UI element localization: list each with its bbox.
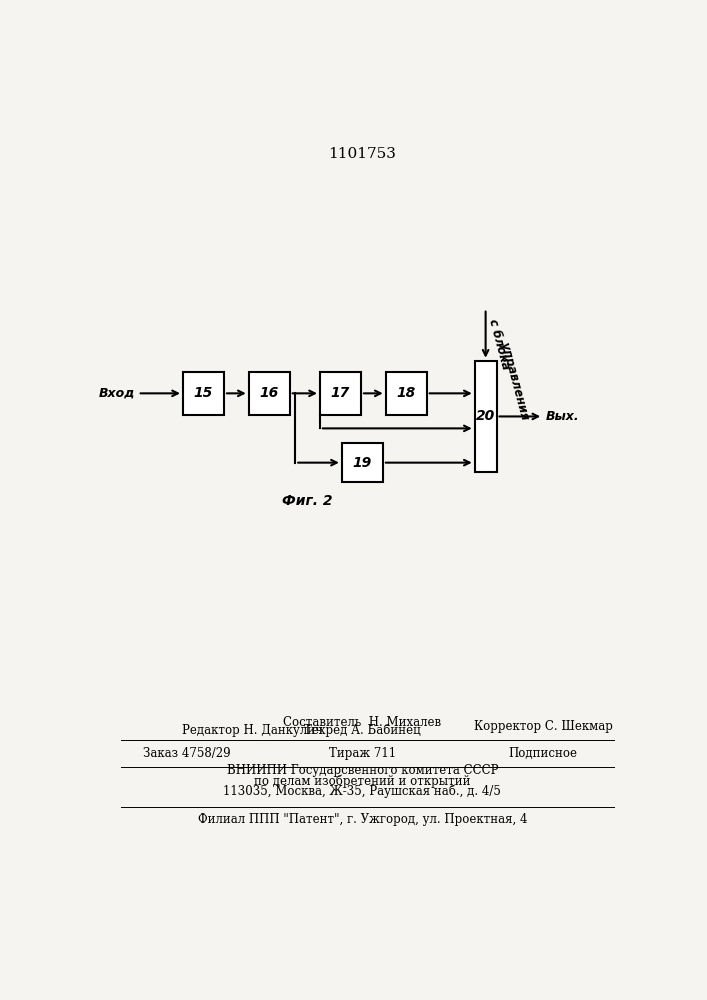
Text: 19: 19 xyxy=(353,456,372,470)
Text: Техред А. Бабинец: Техред А. Бабинец xyxy=(304,724,421,737)
Text: по делам изобретений и открытий: по делам изобретений и открытий xyxy=(254,774,471,788)
Text: Вых.: Вых. xyxy=(546,410,580,423)
Bar xyxy=(385,372,427,415)
Text: 113035, Москва, Ж-35, Раушская наб., д. 4/5: 113035, Москва, Ж-35, Раушская наб., д. … xyxy=(223,785,501,798)
Bar xyxy=(341,443,383,482)
Text: Подписное: Подписное xyxy=(508,747,578,760)
Bar xyxy=(474,361,496,472)
Text: Фиг. 2: Фиг. 2 xyxy=(282,494,333,508)
Bar xyxy=(320,372,361,415)
Bar xyxy=(249,372,290,415)
Text: 1101753: 1101753 xyxy=(328,147,397,161)
Text: 16: 16 xyxy=(259,386,279,400)
Text: с блока: с блока xyxy=(486,318,512,371)
Text: Заказ 4758/29: Заказ 4758/29 xyxy=(144,747,230,760)
Bar xyxy=(183,372,224,415)
Text: ВНИИПИ Государсвенного комитета СССР: ВНИИПИ Государсвенного комитета СССР xyxy=(226,764,498,777)
Text: 15: 15 xyxy=(194,386,213,400)
Text: 20: 20 xyxy=(476,409,495,423)
Text: Составитель  Н. Михалев: Составитель Н. Михалев xyxy=(284,716,441,729)
Text: Филиал ППП "Патент", г. Ужгород, ул. Проектная, 4: Филиал ППП "Патент", г. Ужгород, ул. Про… xyxy=(197,813,527,826)
Text: Корректор С. Шекмар: Корректор С. Шекмар xyxy=(474,720,612,733)
Text: 18: 18 xyxy=(397,386,416,400)
Text: Тираж 711: Тираж 711 xyxy=(329,747,396,760)
Text: Вход: Вход xyxy=(98,387,135,400)
Text: Редактор Н. Данкулич: Редактор Н. Данкулич xyxy=(182,724,322,737)
Text: управления: управления xyxy=(498,341,531,421)
Text: 17: 17 xyxy=(331,386,350,400)
